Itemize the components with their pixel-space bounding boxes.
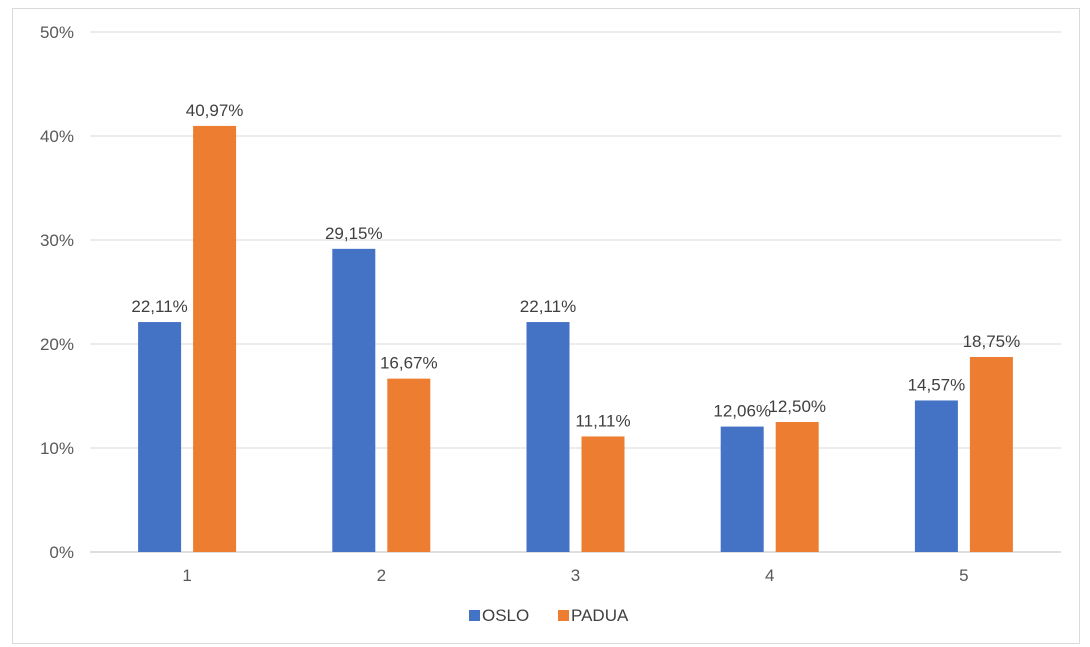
bar-padua-3 — [581, 436, 625, 552]
x-tick-label: 5 — [959, 566, 968, 585]
x-axis-ticks: 1 2 3 4 5 — [182, 566, 968, 585]
data-label-padua-2: 16,67% — [380, 354, 438, 373]
data-labels: 22,11% 40,97% 29,15% 16,67% 22,11% 11,11% 12,0… — [131, 101, 1020, 431]
bar-oslo-4 — [720, 426, 764, 552]
data-label-oslo-3: 22,11% — [520, 297, 576, 316]
x-tick-label: 3 — [571, 566, 580, 585]
data-label-padua-3: 11,11% — [575, 411, 630, 430]
legend-swatch-padua — [558, 610, 569, 621]
bar-oslo-3 — [526, 322, 570, 552]
y-tick-label: 30% — [40, 231, 74, 250]
x-tick-label: 4 — [765, 566, 774, 585]
y-tick-label: 20% — [40, 335, 74, 354]
x-tick-label: 1 — [182, 566, 191, 585]
y-tick-label: 40% — [40, 127, 74, 146]
y-axis-ticks: 0% 10% 20% 30% 40% 50% — [40, 23, 74, 562]
bar-padua-4 — [775, 422, 819, 552]
bars — [138, 125, 1013, 553]
bar-padua-5 — [969, 357, 1013, 552]
y-tick-label: 50% — [40, 23, 74, 42]
bar-oslo-2 — [332, 248, 376, 552]
data-label-padua-1: 40,97% — [186, 101, 244, 120]
gridlines — [90, 31, 1061, 553]
legend-label-oslo: OSLO — [482, 606, 529, 625]
y-tick-label: 10% — [40, 439, 74, 458]
bar-padua-2 — [387, 378, 431, 552]
data-label-padua-5: 18,75% — [963, 332, 1021, 351]
x-tick-label: 2 — [377, 566, 386, 585]
bar-padua-1 — [193, 125, 237, 553]
legend-swatch-oslo — [469, 610, 480, 621]
data-label-oslo-1: 22,11% — [131, 297, 187, 316]
bar-oslo-1 — [138, 322, 182, 552]
data-label-oslo-2: 29,15% — [325, 224, 383, 243]
data-label-padua-4: 12,50% — [768, 397, 826, 416]
data-label-oslo-5: 14,57% — [908, 375, 966, 394]
data-label-oslo-4: 12,06% — [713, 402, 771, 421]
legend: OSLO PADUA — [469, 606, 629, 625]
bar-oslo-5 — [914, 400, 958, 552]
legend-label-padua: PADUA — [571, 606, 629, 625]
y-tick-label: 0% — [49, 543, 74, 562]
